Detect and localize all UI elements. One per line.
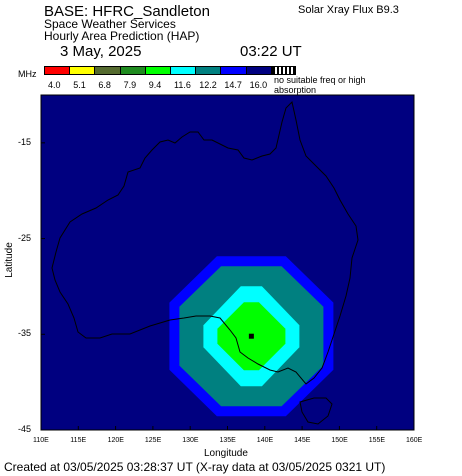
tasmania-coastline — [299, 397, 333, 425]
no-suitable-freq-label: no suitable freq or high absorption — [274, 75, 366, 95]
map-title: BASE: HFRC_Sandleton — [44, 3, 210, 20]
x-tick-label: 110E — [33, 437, 49, 444]
forecast-date: 3 May, 2025 — [60, 43, 142, 60]
legend-label: 5.1 — [73, 80, 86, 90]
legend-label: 14.7 — [224, 80, 242, 90]
legend-swatch — [245, 66, 272, 75]
australia-coastline — [51, 101, 359, 385]
xray-flux-label: Solar Xray Flux B9.3 — [298, 4, 399, 16]
product-label: Hourly Area Prediction (HAP) — [44, 29, 200, 43]
creation-timestamp: Created at 03/05/2025 03:28:37 UT (X-ray… — [4, 460, 386, 474]
no-suitable-swatch — [272, 66, 296, 75]
legend-label: 9.4 — [148, 80, 162, 90]
y-tick-label: -45 — [18, 424, 32, 434]
legend-label: 12.2 — [199, 80, 217, 90]
y-tick-label: -25 — [18, 232, 32, 243]
x-tick-label: 135E — [219, 437, 236, 444]
axis-ticks — [40, 142, 415, 431]
legend-label: 6.8 — [98, 80, 111, 90]
legend-label: 11.6 — [174, 80, 191, 90]
legend-label: 16.0 — [249, 80, 268, 90]
legend-unit: MHz — [18, 69, 37, 79]
x-tick-label: 150E — [331, 437, 348, 444]
organization-label: Space Weather Services — [44, 17, 176, 31]
base-location-marker — [248, 333, 254, 339]
y-tick-label: -15 — [18, 136, 32, 147]
x-tick-label: 155E — [368, 437, 386, 444]
x-axis-label: Longitude — [204, 448, 248, 459]
y-axis-label: Latitude — [3, 242, 15, 278]
legend-label: 7.9 — [123, 80, 137, 90]
x-tick-label: 160E — [406, 437, 423, 444]
x-tick-label: 130E — [182, 437, 199, 444]
x-tick-label: 120E — [107, 437, 124, 444]
forecast-time: 03:22 UT — [240, 43, 302, 60]
x-tick-label: 145E — [294, 437, 311, 444]
y-tick-label: -35 — [18, 328, 32, 339]
legend-label: 4.0 — [48, 80, 61, 90]
x-tick-label: 140E — [256, 437, 274, 444]
x-tick-label: 125E — [144, 437, 162, 444]
x-tick-label: 115E — [70, 437, 87, 444]
